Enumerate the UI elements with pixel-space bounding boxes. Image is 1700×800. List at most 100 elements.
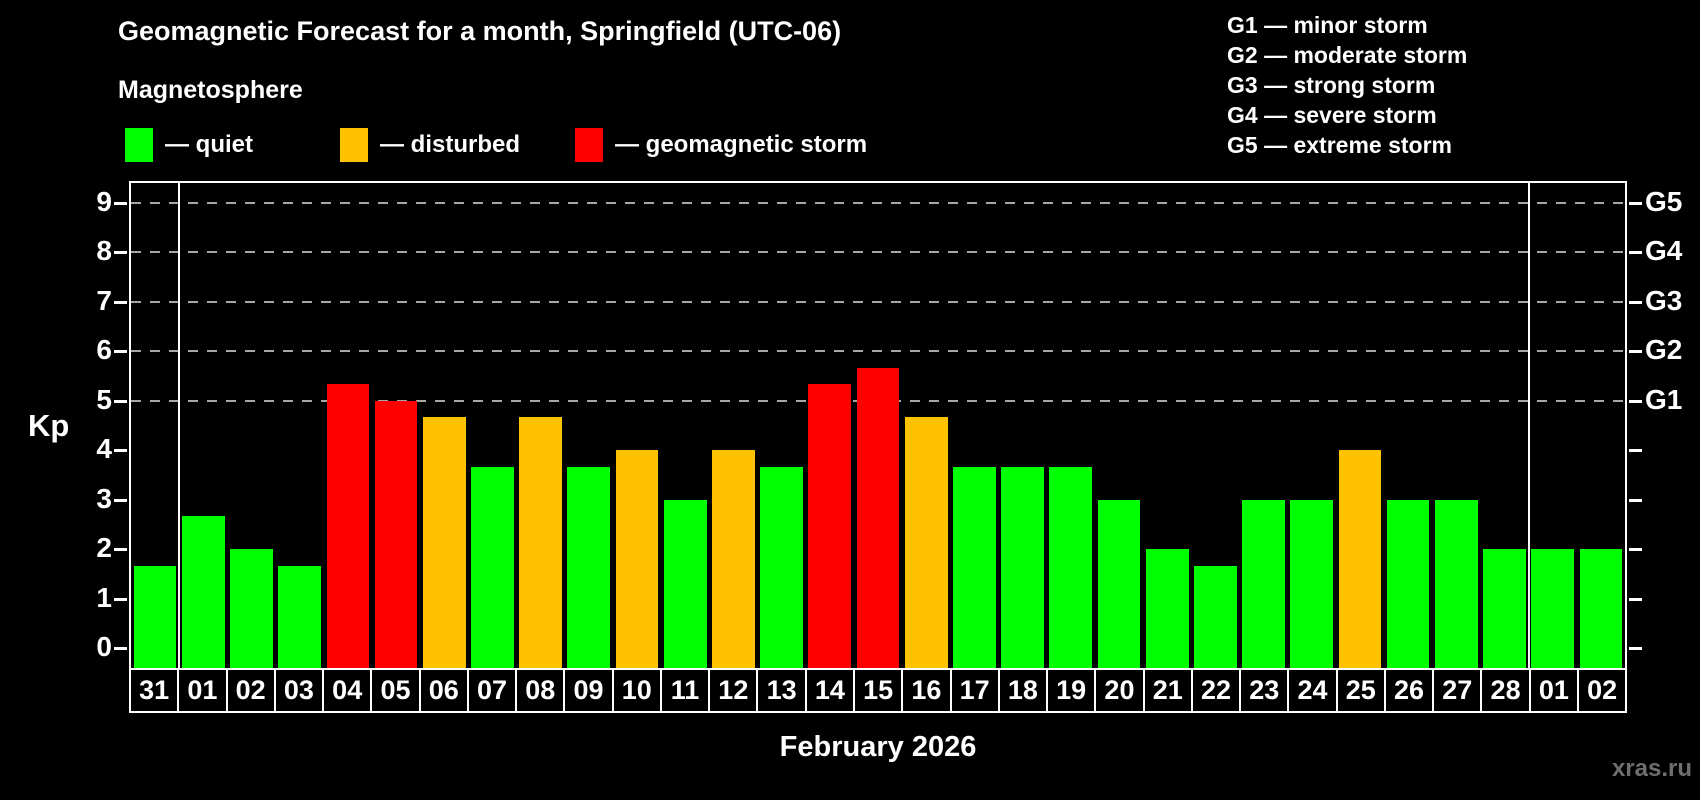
gridline-kp9 bbox=[131, 201, 1625, 204]
kp-bar bbox=[519, 417, 562, 668]
day-label-cell: 01 bbox=[1528, 668, 1579, 713]
kp-bar bbox=[1049, 466, 1093, 668]
day-label-cell: 14 bbox=[804, 668, 855, 713]
y-tick bbox=[114, 597, 127, 601]
y-tick bbox=[114, 548, 127, 552]
kp-bar bbox=[1097, 499, 1141, 668]
gridline-kp6 bbox=[131, 350, 1625, 353]
day-label-cell: 16 bbox=[901, 668, 952, 713]
g-axis-labels: G1 G2 G3 G4 G5 bbox=[1645, 181, 1700, 670]
kp-bar bbox=[567, 466, 611, 668]
kp-bar bbox=[374, 400, 418, 668]
day-label-cell: 09 bbox=[563, 668, 614, 713]
legend-item-label: — quiet bbox=[165, 131, 253, 158]
kp-bar bbox=[1001, 466, 1044, 668]
storm-color-swatch bbox=[575, 128, 603, 162]
magnetosphere-legend: — quiet — disturbed — geomagnetic storm bbox=[0, 124, 1700, 166]
y-tick-label: 1 bbox=[96, 581, 112, 613]
kp-bar bbox=[181, 516, 225, 668]
g-scale-legend-line: G5 — extreme storm bbox=[1227, 132, 1452, 158]
g-scale-label: G2 bbox=[1645, 334, 1683, 366]
kp-bar bbox=[1434, 499, 1478, 668]
kp-bar bbox=[278, 565, 322, 668]
kp-bar bbox=[422, 417, 466, 668]
y-tick bbox=[114, 300, 127, 304]
kp-bar bbox=[1242, 499, 1285, 668]
day-label-cell: 05 bbox=[370, 668, 421, 713]
kp-bar bbox=[953, 466, 996, 668]
g-scale-legend: G1 — minor storm G2 — moderate storm G3 … bbox=[1227, 10, 1467, 160]
month-label: February 2026 bbox=[779, 731, 977, 763]
y-tick-label: 9 bbox=[96, 185, 112, 217]
y-tick-label: 8 bbox=[96, 235, 112, 267]
kp-bar bbox=[760, 466, 803, 668]
kp-bar bbox=[1145, 549, 1189, 668]
kp-axis-title: Kp bbox=[28, 408, 70, 443]
quiet-color-swatch bbox=[125, 128, 153, 162]
day-label-cell: 18 bbox=[997, 668, 1049, 713]
day-label-cell: 04 bbox=[322, 668, 373, 713]
y-tick bbox=[1629, 201, 1642, 205]
day-label-cell: 15 bbox=[852, 668, 904, 713]
kp-bar bbox=[904, 417, 948, 668]
y-tick bbox=[1629, 647, 1642, 651]
day-label-cell: 21 bbox=[1142, 668, 1193, 713]
g-scale-label: G5 bbox=[1645, 185, 1683, 217]
y-tick-label: 7 bbox=[96, 284, 112, 316]
legend-item-label: — geomagnetic storm bbox=[615, 131, 868, 158]
day-label-cell: 27 bbox=[1432, 668, 1483, 713]
day-labels-row: 31 01 02 03 04 05 06 07 08 09 10 11 12 13 14 15 16 17 18 19… bbox=[129, 668, 1628, 713]
y-tick bbox=[1629, 498, 1642, 502]
day-label-cell: 24 bbox=[1287, 668, 1338, 713]
y-tick bbox=[114, 201, 127, 205]
y-tick bbox=[114, 647, 127, 651]
y-tick bbox=[1629, 449, 1642, 453]
kp-bar bbox=[615, 450, 659, 668]
day-label-cell: 17 bbox=[949, 668, 1000, 713]
day-label-cell: 20 bbox=[1094, 668, 1145, 713]
watermark: xras.ru bbox=[1611, 755, 1692, 782]
day-label-cell: 06 bbox=[418, 668, 469, 713]
disturbed-color-swatch bbox=[340, 128, 368, 162]
g-scale-label: G4 bbox=[1645, 235, 1683, 267]
day-label-cell: 03 bbox=[273, 668, 325, 713]
day-label-cell: 01 bbox=[177, 668, 228, 713]
plot-area bbox=[114, 181, 1642, 670]
kp-bar bbox=[230, 549, 273, 668]
y-tick bbox=[114, 399, 127, 403]
day-label-cell: 25 bbox=[1335, 668, 1386, 713]
day-label-cell: 08 bbox=[515, 668, 566, 713]
y-tick bbox=[1629, 548, 1642, 552]
month-separator bbox=[1527, 183, 1530, 668]
y-tick bbox=[114, 449, 127, 453]
y-tick bbox=[114, 350, 127, 354]
legend-item-storm: — geomagnetic storm bbox=[575, 124, 867, 166]
y-tick bbox=[1629, 399, 1642, 403]
kp-bar bbox=[1338, 450, 1382, 668]
g-scale-legend-line: G1 — minor storm bbox=[1227, 12, 1428, 38]
y-tick-label: 0 bbox=[96, 631, 112, 663]
day-label-cell: 28 bbox=[1480, 668, 1531, 713]
day-label-cell: 02 bbox=[225, 668, 276, 713]
gridline-kp8 bbox=[131, 251, 1625, 254]
y-tick bbox=[1629, 597, 1642, 601]
day-label-cell: 23 bbox=[1239, 668, 1290, 713]
legend-item-label: — disturbed bbox=[380, 131, 521, 158]
kp-bar bbox=[1386, 499, 1430, 668]
kp-bar bbox=[1531, 549, 1575, 668]
kp-bar bbox=[808, 384, 852, 668]
g-scale-label: G3 bbox=[1645, 284, 1683, 316]
day-label-cell: 31 bbox=[129, 668, 180, 713]
y-tick-label: 3 bbox=[96, 482, 112, 514]
kp-bar bbox=[1579, 549, 1623, 668]
day-label-cell: 10 bbox=[611, 668, 662, 713]
kp-bar bbox=[663, 499, 707, 668]
day-label-cell: 02 bbox=[1576, 668, 1628, 713]
g-scale-legend-line: G3 — strong storm bbox=[1227, 72, 1436, 98]
kp-bar bbox=[1483, 549, 1526, 668]
month-separator bbox=[178, 183, 181, 668]
kp-bar bbox=[1290, 499, 1334, 668]
g-scale-label: G1 bbox=[1645, 383, 1683, 415]
day-label-cell: 26 bbox=[1383, 668, 1435, 713]
